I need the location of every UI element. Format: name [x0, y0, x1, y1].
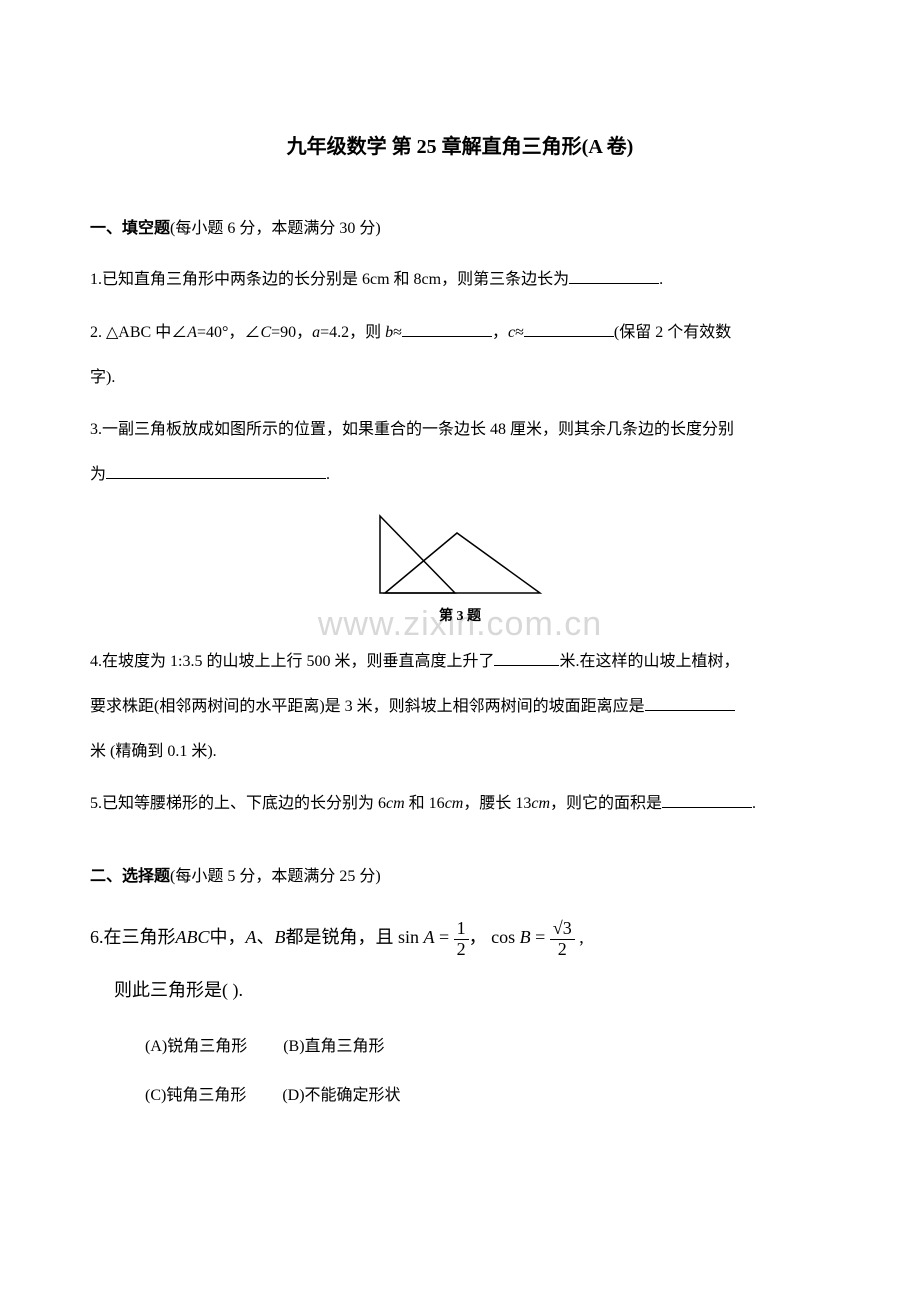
q1-blank: [569, 268, 659, 284]
section2-header: 二、选择题(每小题 5 分，本题满分 25 分): [90, 862, 830, 886]
q2-text-a: 2. △ABC 中∠: [90, 324, 187, 341]
q6-cosB: B: [520, 927, 531, 947]
fraction-1-2: 12: [454, 919, 469, 960]
q5-blank: [662, 792, 752, 808]
q6-options: (A)锐角三角形 (B)直角三角形 (C)钝角三角形 (D)不能确定形状: [90, 1025, 830, 1120]
q4-text-c: 要求株距(相邻两树间的水平距离)是 3 米，则斜坡上相邻两树间的坡面距离应是: [90, 698, 645, 715]
figure-3-container: 第 3 题: [90, 508, 830, 625]
q6-cos: ， cos: [469, 927, 520, 947]
frac1-den: 2: [454, 940, 469, 960]
q2-text-b: =40°，∠: [197, 324, 260, 341]
q3-blank: [106, 463, 326, 479]
question-1: 1.已知直角三角形中两条边的长分别是 6cm 和 8cm，则第三条边长为.: [90, 258, 830, 303]
frac2-den: 2: [550, 940, 575, 960]
q5-cm3: cm: [531, 795, 550, 812]
figure-3-label: 第 3 题: [90, 605, 830, 625]
q2-text-h: (保留 2 个有效数: [614, 324, 731, 341]
q6-sinA: A: [424, 927, 435, 947]
q2-text-d: =4.2，则: [320, 324, 385, 341]
options-row2: (C)钝角三角形 (D)不能确定形状: [145, 1074, 830, 1119]
q5-text-c: ，腰长 13: [463, 795, 531, 812]
q2-text-g: ≈: [515, 324, 524, 341]
q4-text-b: 米.在这样的山坡上植树，: [559, 653, 739, 670]
option-a: (A)锐角三角形: [145, 1025, 247, 1070]
q2-varc: c: [508, 324, 515, 341]
frac2-num: √3: [550, 919, 575, 940]
q6-text-b: 中，: [210, 927, 246, 947]
q4-blank1: [494, 650, 559, 666]
section1-header-bold: 一、填空题: [90, 220, 170, 237]
q5-text-d: ，则它的面积是: [550, 795, 662, 812]
q6-sep: 、: [257, 927, 275, 947]
question-5: 5.已知等腰梯形的上、下底边的长分别为 6cm 和 16cm，腰长 13cm，则…: [90, 782, 830, 827]
page-title: 九年级数学 第 25 章解直角三角形(A 卷): [90, 130, 830, 159]
q2-varb: b: [385, 324, 393, 341]
q5-cm1: cm: [386, 795, 405, 812]
question-6-line2: 则此三角形是( ).: [90, 969, 830, 1012]
section1-header-rest: (每小题 6 分，本题满分 30 分): [170, 220, 381, 237]
question-6: 6.在三角形ABC中，A、B都是锐角，且 sin A = 12， cos B =…: [90, 916, 830, 959]
q5-text-a: 5.已知等腰梯形的上、下底边的长分别为 6: [90, 795, 386, 812]
question-4: 4.在坡度为 1:3.5 的山坡上上行 500 米，则垂直高度上升了 米.在这样的…: [90, 640, 830, 774]
section2-header-bold: 二、选择题: [90, 868, 170, 885]
section1-header: 一、填空题(每小题 6 分，本题满分 30 分): [90, 214, 830, 238]
q6-eq2: =: [531, 927, 550, 947]
q2-blank2: [524, 321, 614, 337]
q2-text-f: ，: [492, 324, 508, 341]
q3-end: .: [326, 466, 330, 483]
q6-varB: B: [275, 927, 286, 947]
q1-end: .: [659, 271, 663, 288]
q6-abc: ABC: [176, 927, 210, 947]
q6-text-c: 都是锐角，且 sin: [286, 927, 424, 947]
q4-text-d: 米 (精确到 0.1 米).: [90, 743, 217, 760]
q5-end: .: [752, 795, 756, 812]
option-d: (D)不能确定形状: [282, 1074, 400, 1119]
q4-text-a: 4.在坡度为 1:3.5 的山坡上上行 500 米，则垂直高度上升了: [90, 653, 494, 670]
q2-blank1: [402, 321, 492, 337]
fraction-sqrt3-2: √32: [550, 919, 575, 960]
q2-varC: C: [260, 324, 271, 341]
section2-header-rest: (每小题 5 分，本题满分 25 分): [170, 868, 381, 885]
q3-text-a: 3.一副三角板放成如图所示的位置，如果重合的一条边长 48 厘米，则其余几条边的…: [90, 421, 734, 438]
q6-text-a: 6.在三角形: [90, 927, 176, 947]
document-content: 九年级数学 第 25 章解直角三角形(A 卷) 一、填空题(每小题 6 分，本题…: [90, 130, 830, 1119]
q2-text-i: 字).: [90, 369, 115, 386]
q6-eq1: =: [435, 927, 454, 947]
options-row1: (A)锐角三角形 (B)直角三角形: [145, 1025, 830, 1070]
q5-text-b: 和 16: [405, 795, 445, 812]
option-c: (C)钝角三角形: [145, 1074, 246, 1119]
question-3: 3.一副三角板放成如图所示的位置，如果重合的一条边长 48 厘米，则其余几条边的…: [90, 408, 830, 498]
q2-text-e: ≈: [393, 324, 402, 341]
q3-text-b: 为: [90, 466, 106, 483]
q6-varA: A: [246, 927, 257, 947]
q4-blank2: [645, 695, 735, 711]
q2-vara: a: [312, 324, 320, 341]
q5-cm2: cm: [445, 795, 464, 812]
q6-comma: ,: [575, 927, 584, 947]
q2-text-c: =90，: [271, 324, 312, 341]
triangle-boards-figure: [375, 508, 545, 598]
frac1-num: 1: [454, 919, 469, 940]
q1-text: 1.已知直角三角形中两条边的长分别是 6cm 和 8cm，则第三条边长为: [90, 271, 569, 288]
option-b: (B)直角三角形: [283, 1025, 384, 1070]
q2-varA: A: [187, 324, 197, 341]
question-2: 2. △ABC 中∠A=40°，∠C=90，a=4.2，则 b≈，c≈(保留 2…: [90, 311, 830, 401]
